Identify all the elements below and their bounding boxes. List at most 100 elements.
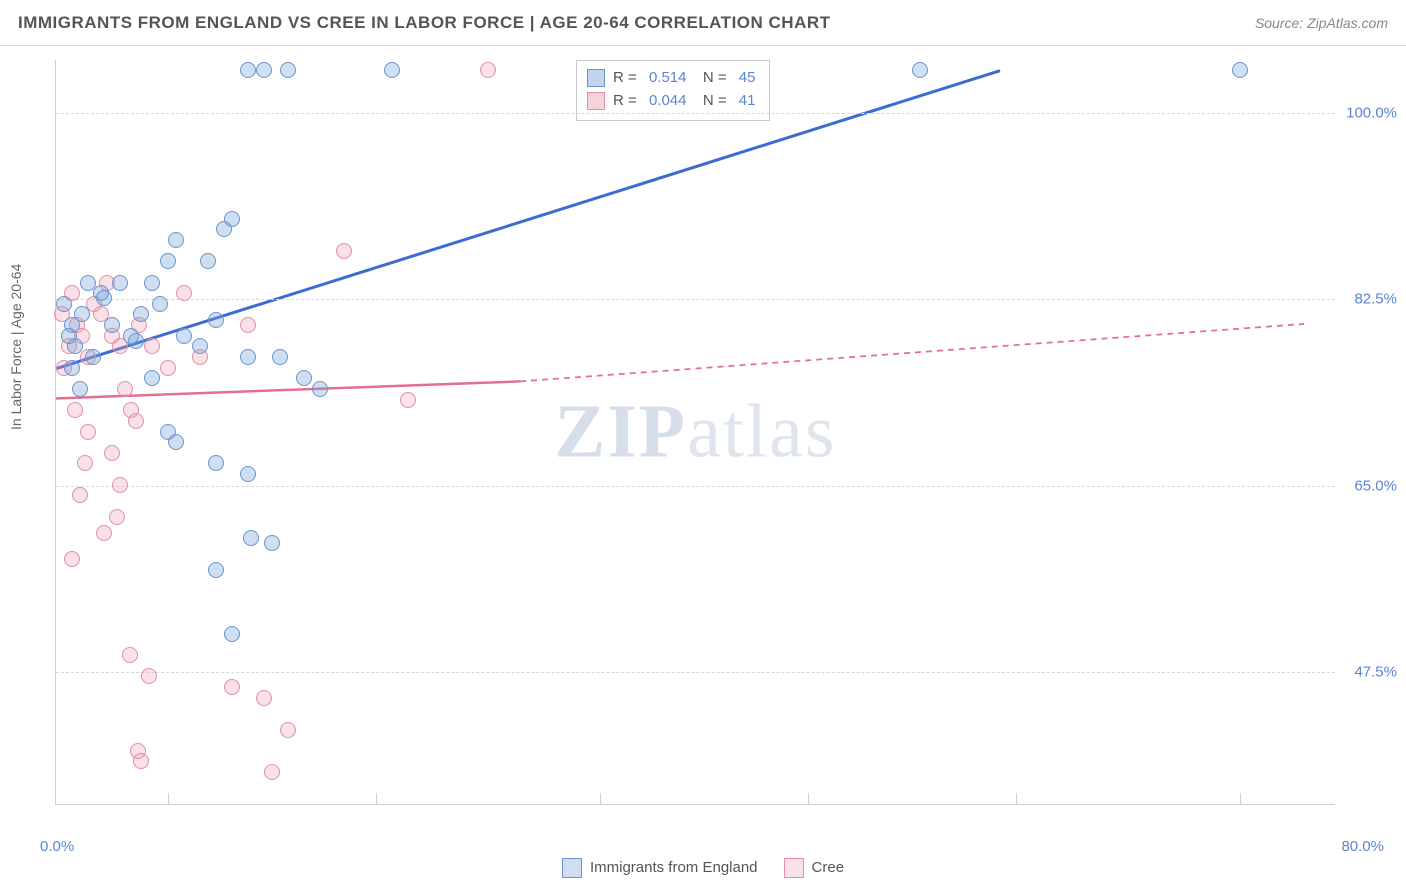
- data-point-blue: [64, 360, 80, 376]
- grid-line: [56, 486, 1335, 487]
- data-point-blue: [133, 306, 149, 322]
- data-point-blue: [168, 434, 184, 450]
- data-point-pink: [264, 764, 280, 780]
- data-point-blue: [112, 275, 128, 291]
- data-point-blue: [144, 275, 160, 291]
- data-point-blue: [61, 328, 77, 344]
- data-point-pink: [256, 690, 272, 706]
- data-point-blue: [144, 370, 160, 386]
- legend-swatch-blue: [562, 858, 582, 878]
- data-point-blue: [128, 333, 144, 349]
- stats-r-pink: 0.044: [649, 90, 687, 113]
- data-point-pink: [80, 424, 96, 440]
- data-point-blue: [176, 328, 192, 344]
- data-point-blue: [264, 535, 280, 551]
- x-tick: [600, 793, 601, 805]
- y-tick-label: 65.0%: [1341, 477, 1397, 494]
- stats-swatch-pink: [587, 92, 605, 110]
- data-point-pink: [133, 753, 149, 769]
- x-axis-max-label: 80.0%: [1341, 838, 1384, 855]
- data-point-blue: [912, 62, 928, 78]
- data-point-blue: [85, 349, 101, 365]
- regression-lines-layer: [56, 60, 1335, 804]
- data-point-blue: [192, 338, 208, 354]
- data-point-pink: [77, 455, 93, 471]
- data-point-pink: [176, 285, 192, 301]
- data-point-pink: [64, 551, 80, 567]
- data-point-blue: [296, 370, 312, 386]
- data-point-blue: [240, 62, 256, 78]
- data-point-blue: [208, 562, 224, 578]
- chart-source: Source: ZipAtlas.com: [1255, 15, 1388, 31]
- data-point-blue: [240, 349, 256, 365]
- data-point-blue: [224, 211, 240, 227]
- data-point-blue: [72, 381, 88, 397]
- data-point-pink: [72, 487, 88, 503]
- plot-area: ZIPatlas R = 0.514 N = 45 R = 0.044 N = …: [55, 60, 1335, 805]
- data-point-blue: [243, 530, 259, 546]
- data-point-blue: [256, 62, 272, 78]
- data-point-pink: [128, 413, 144, 429]
- stats-row-blue: R = 0.514 N = 45: [587, 67, 755, 90]
- x-tick: [1016, 793, 1017, 805]
- x-tick: [808, 793, 809, 805]
- x-tick: [376, 793, 377, 805]
- watermark-bold: ZIP: [555, 390, 688, 474]
- data-point-blue: [208, 312, 224, 328]
- data-point-pink: [240, 317, 256, 333]
- data-point-pink: [480, 62, 496, 78]
- data-point-blue: [272, 349, 288, 365]
- watermark: ZIPatlas: [555, 389, 837, 476]
- data-point-pink: [96, 525, 112, 541]
- watermark-rest: atlas: [687, 390, 836, 474]
- y-tick-label: 100.0%: [1341, 105, 1397, 122]
- data-point-blue: [160, 253, 176, 269]
- x-tick: [168, 793, 169, 805]
- stats-n-pink: 41: [739, 90, 756, 113]
- data-point-blue: [312, 381, 328, 397]
- data-point-pink: [400, 392, 416, 408]
- stats-swatch-blue: [587, 69, 605, 87]
- y-tick-label: 82.5%: [1341, 291, 1397, 308]
- data-point-blue: [56, 296, 72, 312]
- bottom-legend: Immigrants from England Cree: [0, 858, 1406, 878]
- stats-r-blue: 0.514: [649, 67, 687, 90]
- data-point-pink: [109, 509, 125, 525]
- data-point-blue: [224, 626, 240, 642]
- stats-box: R = 0.514 N = 45 R = 0.044 N = 41: [576, 60, 770, 121]
- data-point-blue: [74, 306, 90, 322]
- data-point-pink: [224, 679, 240, 695]
- data-point-blue: [384, 62, 400, 78]
- grid-line: [56, 113, 1335, 114]
- data-point-pink: [280, 722, 296, 738]
- data-point-blue: [104, 317, 120, 333]
- legend-label: Cree: [812, 859, 845, 876]
- chart-title: IMMIGRANTS FROM ENGLAND VS CREE IN LABOR…: [18, 13, 831, 33]
- data-point-blue: [280, 62, 296, 78]
- data-point-pink: [122, 647, 138, 663]
- data-point-blue: [152, 296, 168, 312]
- data-point-pink: [117, 381, 133, 397]
- data-point-blue: [208, 455, 224, 471]
- legend-item-pink: Cree: [784, 858, 845, 878]
- y-axis-label: In Labor Force | Age 20-64: [8, 264, 24, 430]
- grid-line: [56, 299, 1335, 300]
- stats-row-pink: R = 0.044 N = 41: [587, 90, 755, 113]
- data-point-pink: [144, 338, 160, 354]
- chart-header: IMMIGRANTS FROM ENGLAND VS CREE IN LABOR…: [0, 0, 1406, 46]
- data-point-pink: [160, 360, 176, 376]
- stats-n-blue: 45: [739, 67, 756, 90]
- data-point-blue: [1232, 62, 1248, 78]
- data-point-blue: [168, 232, 184, 248]
- data-point-blue: [96, 290, 112, 306]
- legend-swatch-pink: [784, 858, 804, 878]
- data-point-blue: [240, 466, 256, 482]
- data-point-blue: [200, 253, 216, 269]
- legend-label: Immigrants from England: [590, 859, 758, 876]
- x-tick: [1240, 793, 1241, 805]
- data-point-pink: [141, 668, 157, 684]
- grid-line: [56, 672, 1335, 673]
- data-point-pink: [67, 402, 83, 418]
- data-point-pink: [336, 243, 352, 259]
- x-axis-min-label: 0.0%: [40, 838, 74, 855]
